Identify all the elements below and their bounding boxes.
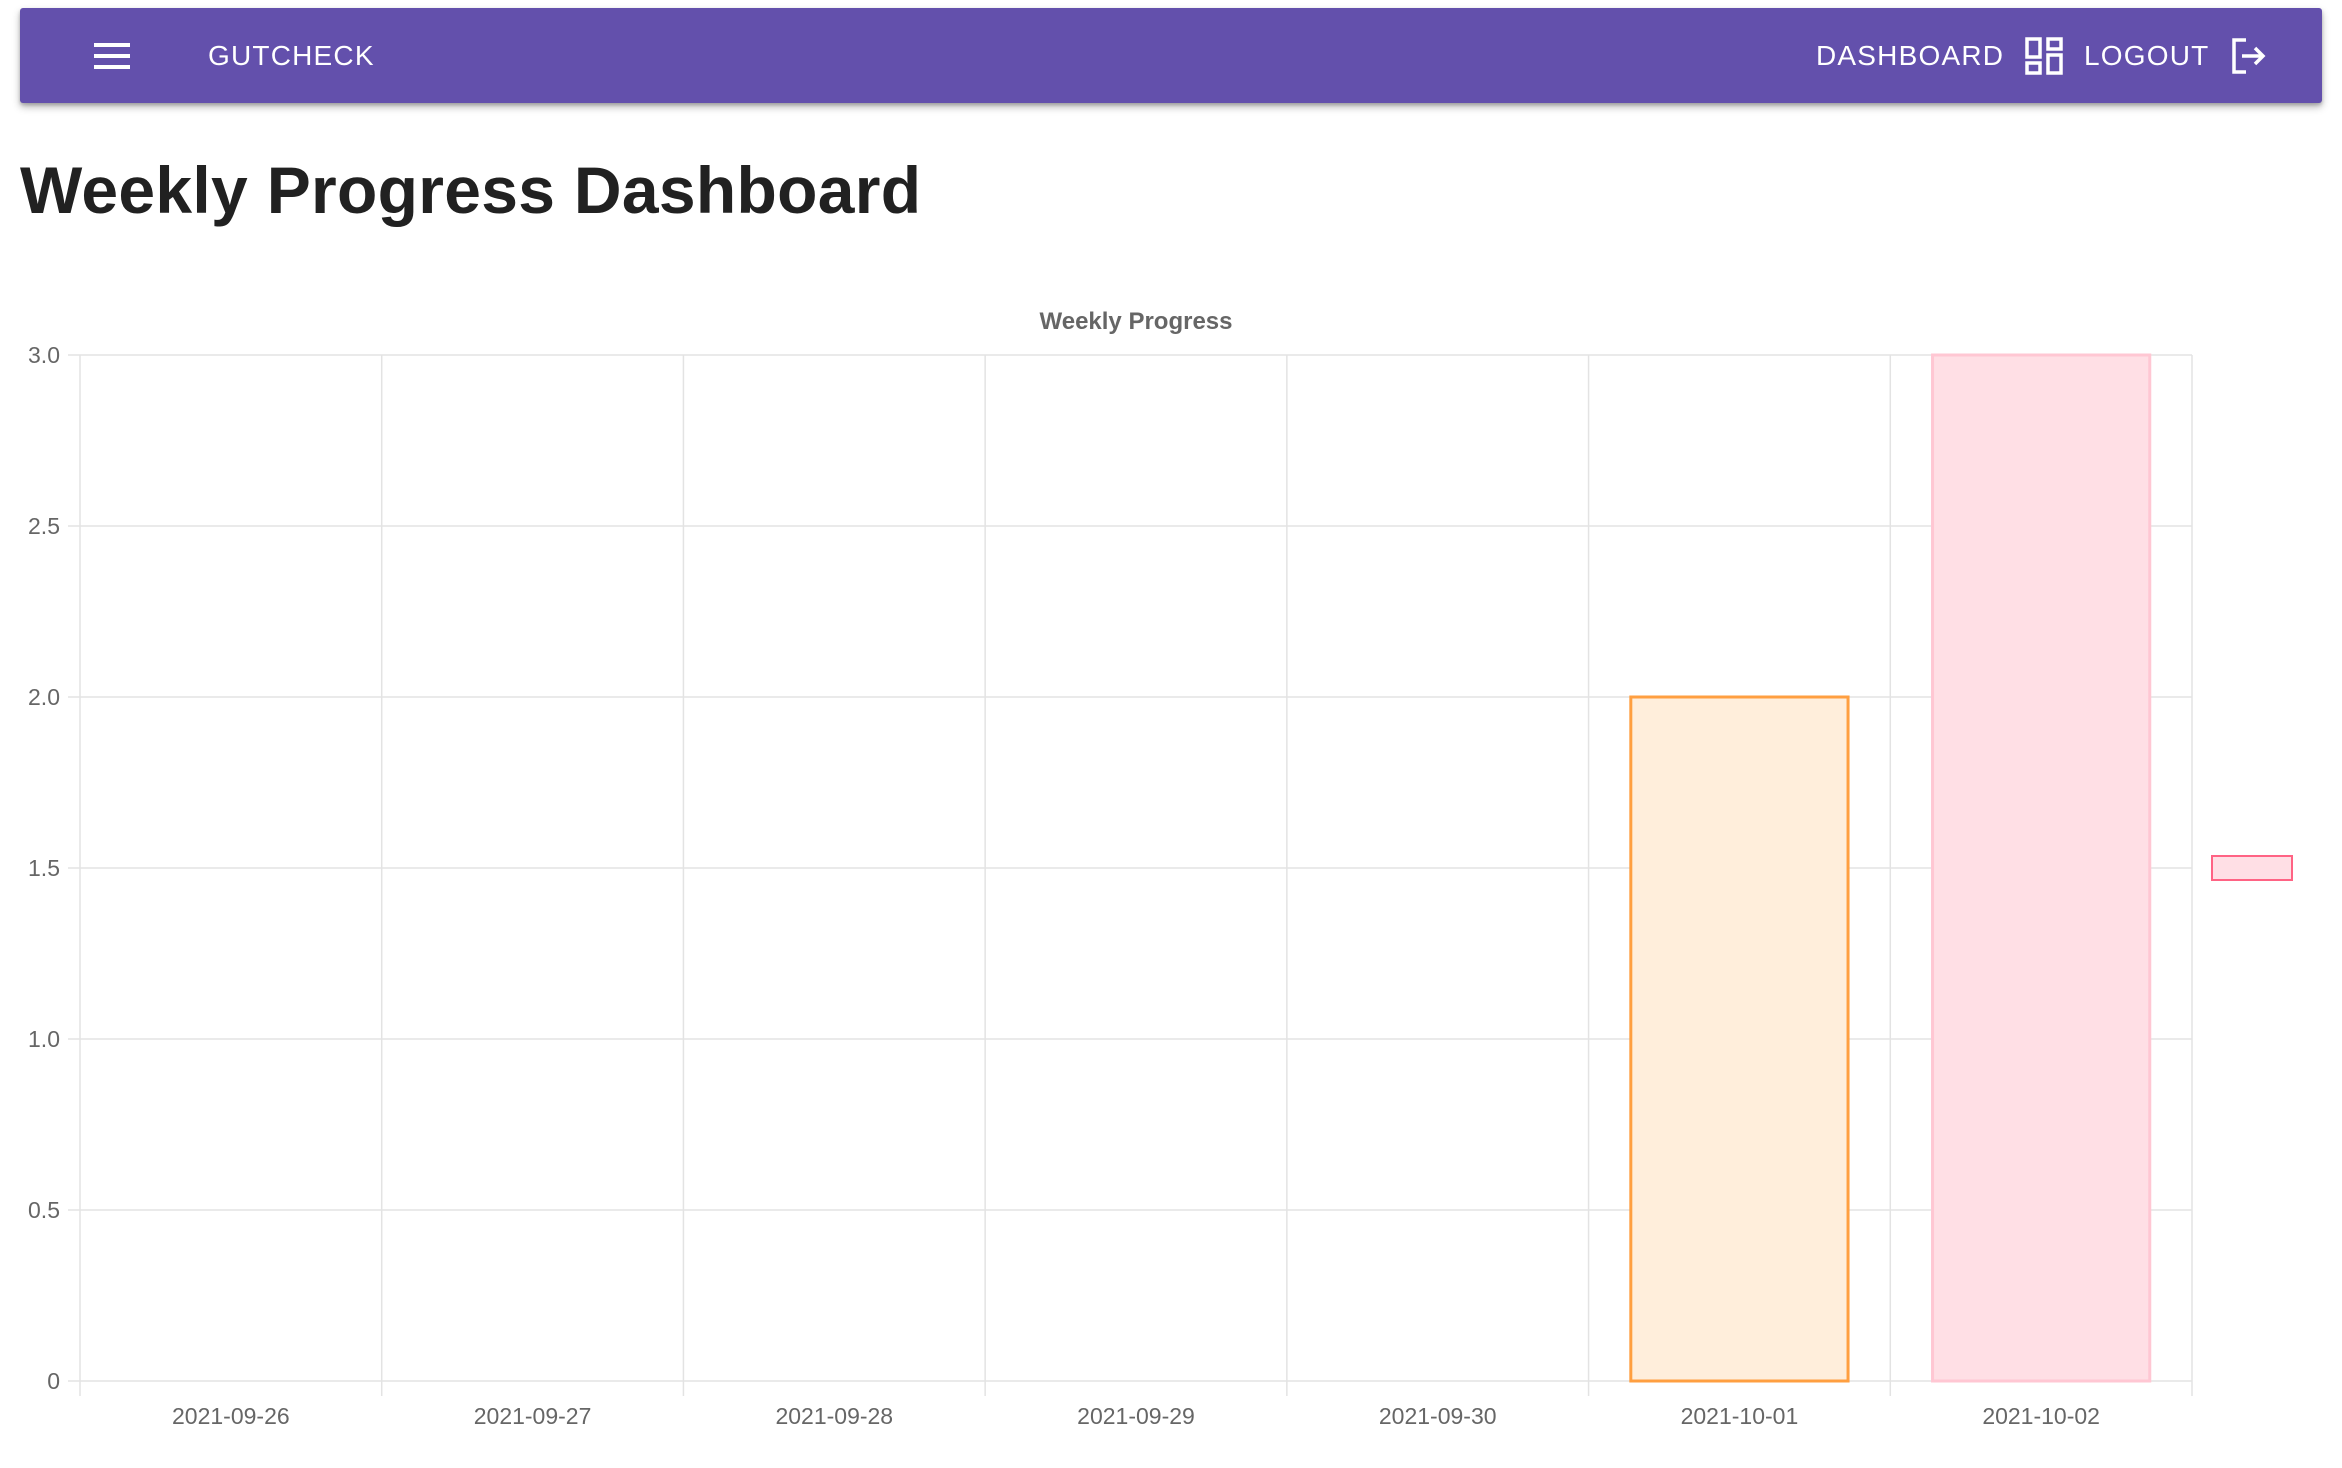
weekly-progress-chart: 0 0.5 1.0 1.5 2.0 2.5 3.0 2021-09-26 2021-09-27 2…	[0, 290, 2342, 1440]
x-tick-label: 2021-10-02	[1982, 1403, 2100, 1429]
x-tick-label: 2021-10-01	[1681, 1403, 1799, 1429]
app-bar: GUTCHECK DASHBOARD LOGOUT	[20, 8, 2322, 103]
y-tick-label: 0.5	[28, 1197, 60, 1223]
bar-2021-10-02[interactable]	[1931, 353, 2152, 1383]
x-tick-label: 2021-09-26	[172, 1403, 290, 1429]
y-tick-label: 3.0	[28, 342, 60, 368]
y-tick-label: 1.5	[28, 855, 60, 881]
y-tick-label: 0	[47, 1368, 60, 1394]
legend-swatch[interactable]	[2211, 855, 2293, 881]
tick-labels: 0 0.5 1.0 1.5 2.0 2.5 3.0 2021-09-26 2021-09-27 2…	[28, 342, 2100, 1429]
chart-title: Weekly Progress	[1040, 308, 1233, 335]
app-brand[interactable]: GUTCHECK	[208, 40, 375, 71]
dashboard-icon	[2025, 37, 2063, 75]
logout-button[interactable]: LOGOUT	[2084, 28, 2269, 84]
y-tick-label: 2.0	[28, 684, 60, 710]
x-tick-label: 2021-09-27	[474, 1403, 592, 1429]
grid-lines	[79, 354, 2193, 1396]
dashboard-nav-button[interactable]: DASHBOARD	[1816, 28, 2064, 84]
x-tick-label: 2021-09-29	[1077, 1403, 1195, 1429]
logout-icon	[2232, 38, 2266, 74]
page-title: Weekly Progress Dashboard	[20, 153, 922, 227]
dashboard-nav-label: DASHBOARD	[1816, 40, 2005, 71]
chart-canvas: 0 0.5 1.0 1.5 2.0 2.5 3.0 2021-09-26 2021-09-27 2…	[28, 308, 2293, 1429]
bars	[1629, 353, 2152, 1383]
bar-2021-10-01[interactable]	[1629, 695, 1850, 1383]
y-tick-label: 2.5	[28, 513, 60, 539]
menu-button[interactable]	[76, 30, 148, 82]
x-tick-label: 2021-09-28	[775, 1403, 893, 1429]
x-tick-label: 2021-09-30	[1379, 1403, 1497, 1429]
menu-icon	[94, 43, 130, 69]
axes	[68, 354, 80, 1382]
logout-label: LOGOUT	[2084, 40, 2210, 71]
legend	[2211, 855, 2293, 881]
y-tick-label: 1.0	[28, 1026, 60, 1052]
